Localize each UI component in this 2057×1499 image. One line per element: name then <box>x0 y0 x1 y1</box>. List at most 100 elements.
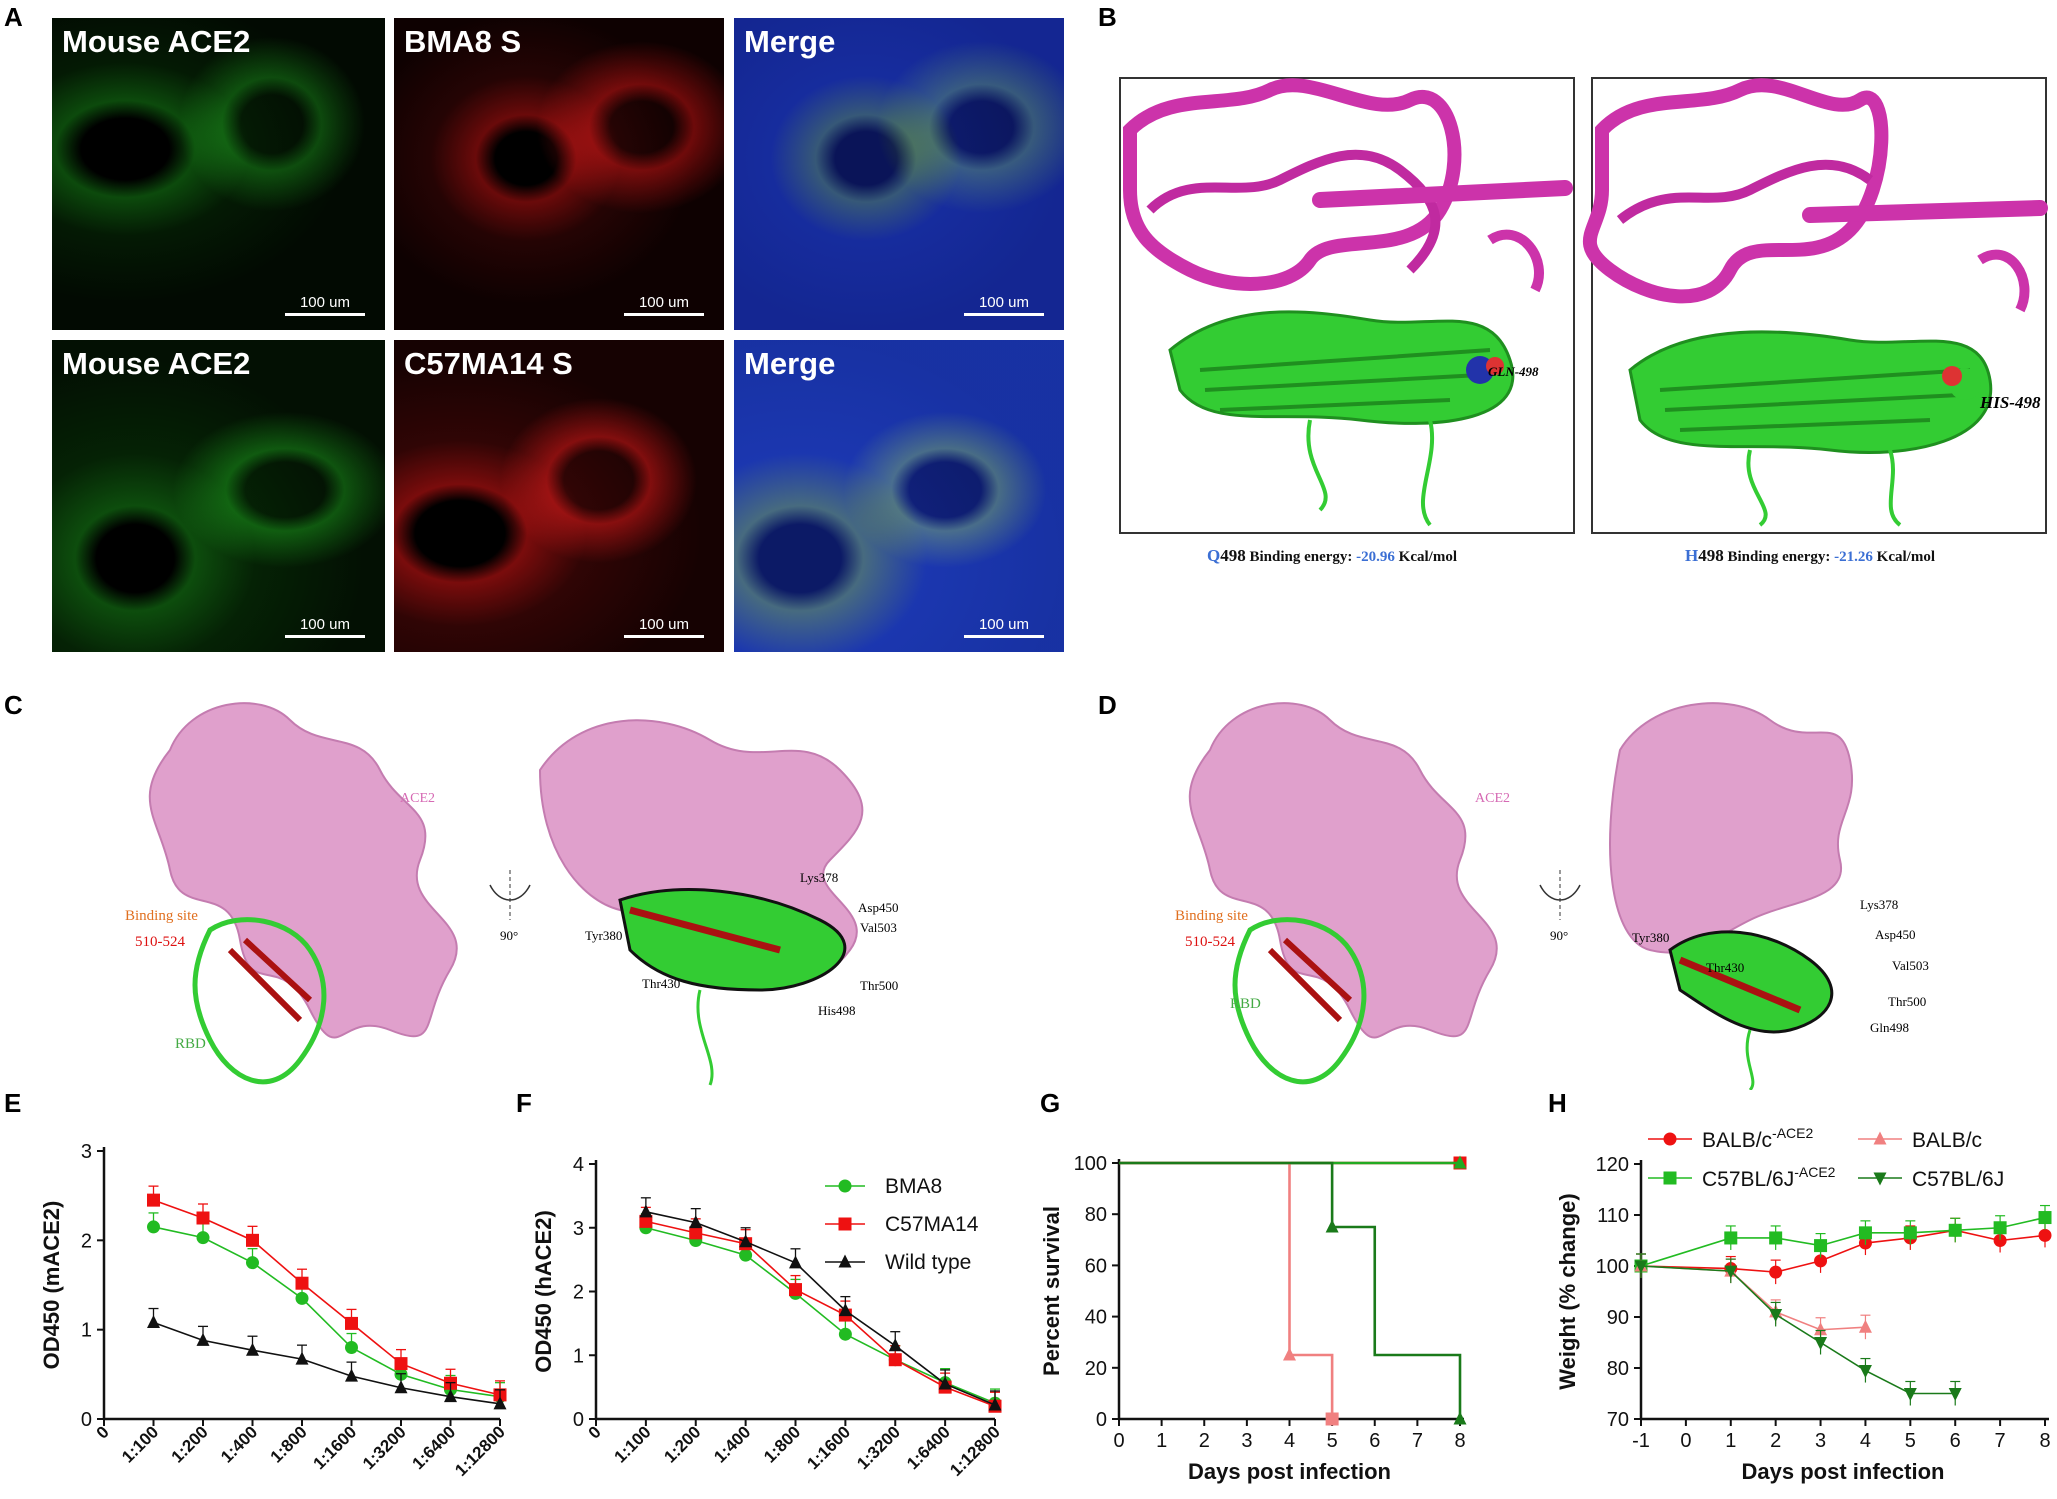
caption-h498-unit: Kcal/mol <box>1873 549 1935 565</box>
y-tick-label: 20 <box>1085 1358 1107 1380</box>
chart-g: 0 20 40 60 80 100 0 1 2 3 4 5 6 7 8 Days post infection… <box>1040 1153 1467 1484</box>
caption-h498: H498 Binding energy: -21.26 Kcal/mol <box>1685 546 1935 565</box>
data-point <box>147 1193 160 1207</box>
x-tick-label: 6 <box>1369 1430 1380 1452</box>
tile-mouse-ace2-bottom: Mouse ACE2 100 um <box>52 340 385 652</box>
y-tick-label: 3 <box>81 1141 92 1163</box>
residue-val503: Val503 <box>860 920 897 935</box>
x-tick-label: 1:400 <box>217 1422 261 1466</box>
residue-asp450: Asp450 <box>858 900 898 915</box>
data-point <box>1769 1231 1783 1245</box>
binding-site-label: Binding site <box>125 908 198 924</box>
data-point <box>639 1204 653 1218</box>
survival-step-marker <box>1325 1219 1339 1233</box>
rbd-label: RBD <box>175 1036 206 1052</box>
data-point <box>394 1380 408 1394</box>
y-tick-label: 4 <box>573 1154 584 1176</box>
data-point <box>988 1397 1002 1411</box>
y-axis-title: Weight (% change) <box>1555 1193 1580 1389</box>
data-point <box>345 1341 358 1355</box>
y-axis-title: OD450 (mACE2) <box>39 1201 64 1370</box>
data-point <box>888 1353 902 1367</box>
caption-q498: Q498 Binding energy: -20.96 Kcal/mol <box>1207 546 1457 565</box>
x-tick-label: 7 <box>1995 1430 2006 1452</box>
his498-label: HIS-498 <box>1979 393 2041 412</box>
residue-tyr380: Tyr380 <box>585 928 622 943</box>
series-line <box>645 1220 996 1407</box>
x-tick-label: 2 <box>1199 1430 1210 1452</box>
caption-h498-energy: -21.26 <box>1834 549 1873 565</box>
data-point <box>1769 1265 1783 1279</box>
x-tick-label: 1 <box>1725 1430 1736 1452</box>
data-point <box>1814 1322 1828 1336</box>
y-tick-label: 120 <box>1596 1154 1629 1176</box>
rbd-label: RBD <box>1230 996 1261 1012</box>
data-point <box>2038 1228 2052 1242</box>
legend-label-sup: -ACE2 <box>1794 1164 1835 1180</box>
panel-c-complex: ACE2 Binding site 510-524 RBD 90° Lys378… <box>125 702 898 1086</box>
x-tick-label: 3 <box>1815 1430 1826 1452</box>
x-tick-label: 1:12800 <box>946 1422 1004 1480</box>
data-point <box>345 1368 358 1382</box>
survival-end-marker <box>1453 1411 1467 1425</box>
data-point <box>689 1226 703 1240</box>
rotation-indicator: 90° <box>489 870 531 943</box>
data-point <box>147 1315 160 1329</box>
ace2-label: ACE2 <box>1475 791 1510 806</box>
panel-letter-d: D <box>1098 690 1117 720</box>
caption-q498-unit: Kcal/mol <box>1395 549 1457 565</box>
series-line <box>645 1226 996 1404</box>
data-point <box>1993 1234 2007 1247</box>
data-point <box>789 1255 802 1269</box>
series-wild-type <box>147 1307 507 1410</box>
x-tick-label: 8 <box>1454 1430 1465 1452</box>
x-tick-label: 5 <box>1905 1430 1916 1452</box>
data-point <box>147 1220 160 1234</box>
chart-f: 0 1 2 3 4 0 1:100 1:200 1:400 1:800 1:1600 1:3200 1:… <box>531 1154 1004 1480</box>
data-point <box>1993 1221 2007 1235</box>
legend-label: Wild type <box>885 1251 971 1274</box>
data-point <box>1858 1319 1872 1333</box>
legend-label-sup: -ACE2 <box>1772 1125 1813 1141</box>
ace2-surface <box>148 702 458 1039</box>
caption-h498-num: 498 <box>1698 546 1724 565</box>
rotation-label: 90° <box>500 928 518 943</box>
x-tick-label: 7 <box>1412 1430 1423 1452</box>
y-tick-label: 60 <box>1085 1255 1107 1277</box>
x-tick-label: 8 <box>2039 1430 2050 1452</box>
data-point <box>739 1234 753 1248</box>
residue-tyr380: Tyr380 <box>1632 930 1669 945</box>
panel-letter-e: E <box>4 1088 22 1118</box>
y-tick-label: 80 <box>1607 1358 1629 1380</box>
x-tick-label: 1:100 <box>118 1422 162 1466</box>
data-point <box>246 1256 259 1270</box>
tile-label: Mouse ACE2 <box>62 24 251 59</box>
survival-line <box>1119 1161 1462 1419</box>
series-line <box>153 1199 501 1396</box>
x-tick-label: 5 <box>1327 1430 1338 1452</box>
y-tick-label: 80 <box>1085 1204 1107 1226</box>
data-point <box>639 1214 653 1228</box>
legend-label: C57MA14 <box>885 1213 979 1236</box>
survival-end-marker <box>1453 1155 1467 1169</box>
y-tick-label: 1 <box>573 1345 584 1367</box>
tile-label: BMA8 S <box>404 24 522 59</box>
data-point <box>838 1303 852 1317</box>
x-tick-label: 0 <box>585 1422 605 1442</box>
data-point <box>689 1215 703 1229</box>
y-tick-label: 0 <box>573 1409 584 1431</box>
y-axis-title: OD450 (hACE2) <box>531 1210 556 1373</box>
residue-gln498: Gln498 <box>1870 1020 1909 1035</box>
legend-label: BALB/c <box>1912 1129 1982 1152</box>
scale-bar-text: 100 um <box>638 616 690 633</box>
residue-thr430: Thr430 <box>642 976 680 991</box>
ace2-surface <box>1188 702 1498 1039</box>
y-tick-label: 2 <box>81 1230 92 1252</box>
data-point <box>493 1396 507 1410</box>
x-tick-label: 4 <box>1284 1430 1295 1452</box>
scale-bar: 100 um <box>964 616 1044 638</box>
series-line <box>645 1211 996 1406</box>
caption-q498-energy: -20.96 <box>1356 549 1395 565</box>
data-point <box>1724 1265 1738 1279</box>
data-point <box>1858 1365 1872 1379</box>
